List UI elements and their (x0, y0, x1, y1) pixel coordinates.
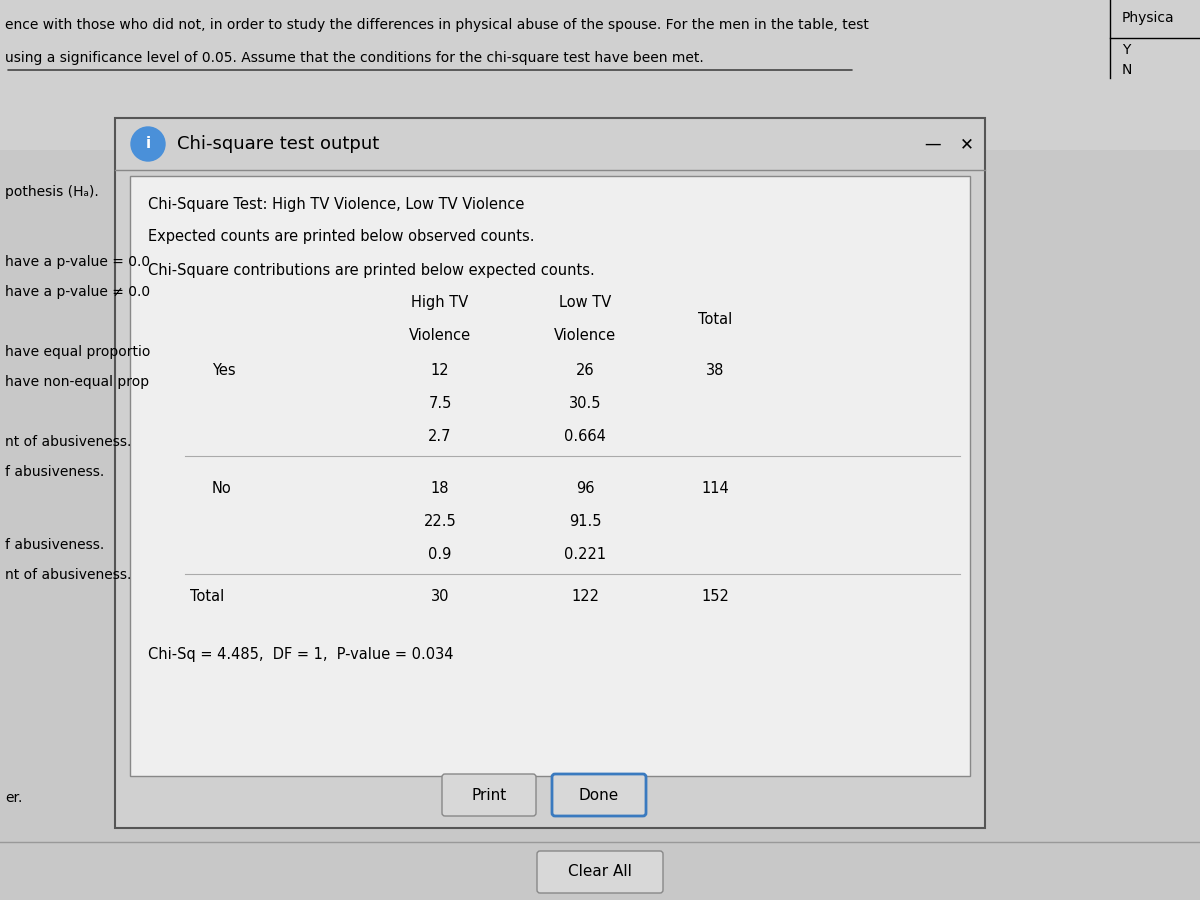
Text: 0.9: 0.9 (428, 547, 451, 562)
Text: Chi-Sq = 4.485,  DF = 1,  P-value = 0.034: Chi-Sq = 4.485, DF = 1, P-value = 0.034 (148, 647, 454, 662)
Text: No: No (212, 482, 232, 497)
Text: 96: 96 (576, 482, 594, 497)
Text: Violence: Violence (409, 328, 472, 343)
Text: 26: 26 (576, 364, 594, 379)
Text: Violence: Violence (554, 328, 616, 343)
Text: 7.5: 7.5 (428, 397, 451, 411)
Text: nt of abusiveness.: nt of abusiveness. (5, 568, 131, 582)
Text: 30: 30 (431, 590, 449, 605)
Text: 12: 12 (431, 364, 449, 379)
FancyBboxPatch shape (442, 774, 536, 816)
Text: 122: 122 (571, 590, 599, 605)
Text: 38: 38 (706, 364, 724, 379)
Text: —: — (925, 135, 941, 153)
FancyBboxPatch shape (552, 774, 646, 816)
Text: have a p-value = 0.0: have a p-value = 0.0 (5, 255, 150, 269)
Text: Total: Total (698, 311, 732, 327)
Text: Chi-Square contributions are printed below expected counts.: Chi-Square contributions are printed bel… (148, 263, 595, 277)
Text: N: N (1122, 63, 1133, 77)
Text: Low TV: Low TV (559, 295, 611, 310)
Text: pothesis (Hₐ).: pothesis (Hₐ). (5, 185, 98, 199)
Text: Yes: Yes (212, 364, 235, 379)
Text: have equal proportio: have equal proportio (5, 345, 150, 359)
Text: High TV: High TV (412, 295, 469, 310)
Circle shape (131, 127, 166, 161)
Text: Print: Print (472, 788, 506, 803)
Text: using a significance level of 0.05. Assume that the conditions for the chi-squar: using a significance level of 0.05. Assu… (5, 51, 703, 65)
Text: ✕: ✕ (960, 135, 974, 153)
Text: 18: 18 (431, 482, 449, 497)
Text: Physica: Physica (1122, 11, 1175, 25)
Text: have non-equal prop: have non-equal prop (5, 375, 149, 389)
FancyBboxPatch shape (0, 0, 1200, 150)
Text: 114: 114 (701, 482, 728, 497)
Text: Done: Done (578, 788, 619, 803)
Text: Total: Total (190, 590, 224, 605)
Text: Clear All: Clear All (568, 865, 632, 879)
Text: f abusiveness.: f abusiveness. (5, 465, 104, 479)
Text: i: i (145, 137, 150, 151)
Text: 0.221: 0.221 (564, 547, 606, 562)
Text: Y: Y (1122, 43, 1130, 57)
Text: 22.5: 22.5 (424, 515, 456, 529)
Text: 91.5: 91.5 (569, 515, 601, 529)
FancyBboxPatch shape (538, 851, 662, 893)
Text: Chi-square test output: Chi-square test output (178, 135, 379, 153)
Text: 0.664: 0.664 (564, 429, 606, 445)
Text: Chi-Square Test: High TV Violence, Low TV Violence: Chi-Square Test: High TV Violence, Low T… (148, 196, 524, 211)
Text: Expected counts are printed below observed counts.: Expected counts are printed below observ… (148, 230, 534, 245)
FancyBboxPatch shape (130, 176, 970, 776)
Text: nt of abusiveness.: nt of abusiveness. (5, 435, 131, 449)
FancyBboxPatch shape (115, 118, 985, 828)
Text: ence with those who did not, in order to study the differences in physical abuse: ence with those who did not, in order to… (5, 18, 869, 32)
Text: 152: 152 (701, 590, 728, 605)
Text: er.: er. (5, 791, 23, 805)
Text: f abusiveness.: f abusiveness. (5, 538, 104, 552)
Text: 30.5: 30.5 (569, 397, 601, 411)
Text: 2.7: 2.7 (428, 429, 451, 445)
Text: have a p-value ≠ 0.0: have a p-value ≠ 0.0 (5, 285, 150, 299)
